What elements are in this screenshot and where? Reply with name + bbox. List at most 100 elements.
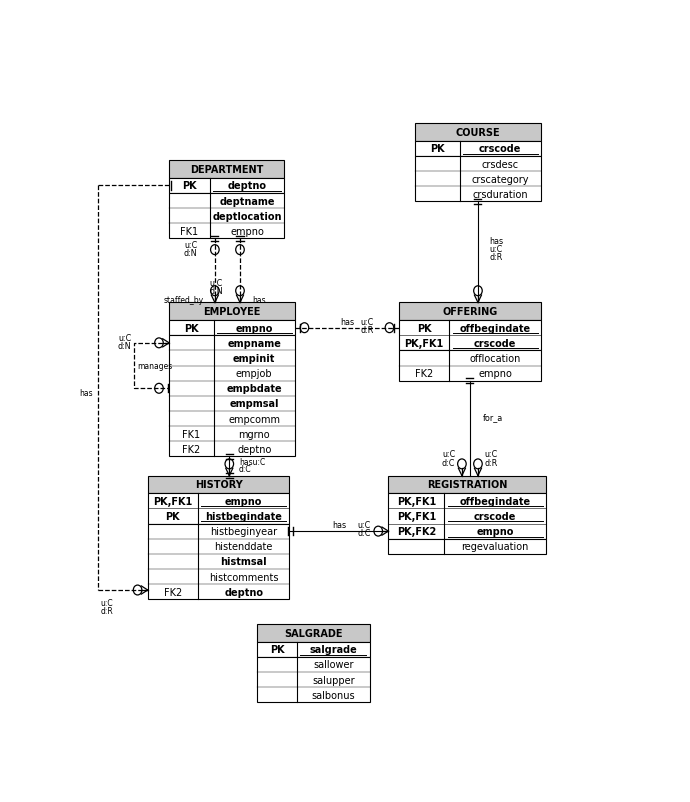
Text: offbegindate: offbegindate [460, 496, 531, 506]
Text: u:C: u:C [209, 279, 223, 288]
Text: empno: empno [230, 227, 264, 237]
Bar [169, 336, 295, 457]
Text: deptno: deptno [237, 444, 271, 454]
Text: FK2: FK2 [415, 369, 433, 379]
Text: FK2: FK2 [182, 444, 201, 454]
Bar [169, 321, 295, 336]
Text: SALGRADE: SALGRADE [284, 628, 343, 638]
Bar [415, 142, 541, 156]
Text: PK: PK [182, 181, 197, 191]
Text: empno: empno [478, 369, 512, 379]
Text: u:C: u:C [118, 334, 131, 343]
Text: empname: empname [227, 338, 282, 348]
Text: offlocation: offlocation [469, 354, 521, 363]
Text: crscode: crscode [474, 338, 516, 348]
Text: u:C: u:C [484, 450, 498, 459]
Text: empno: empno [225, 496, 262, 506]
Bar [388, 476, 546, 493]
Bar [388, 493, 546, 539]
Text: salgrade: salgrade [310, 645, 357, 654]
Text: deptname: deptname [219, 196, 275, 206]
Text: d:N: d:N [184, 249, 197, 257]
Text: deptno: deptno [224, 587, 264, 597]
Text: PK: PK [166, 512, 180, 521]
Text: empno: empno [235, 323, 273, 334]
Text: crscode: crscode [479, 144, 522, 154]
Text: u:C: u:C [357, 520, 371, 530]
Bar [169, 161, 284, 179]
Text: d:R: d:R [490, 253, 503, 262]
Bar [388, 539, 546, 554]
Text: histenddate: histenddate [215, 541, 273, 552]
Text: DEPARTMENT: DEPARTMENT [190, 165, 264, 175]
Bar [399, 303, 541, 321]
Text: salupper: salupper [312, 674, 355, 685]
Text: for_a: for_a [483, 413, 504, 422]
Text: u:C: u:C [101, 598, 113, 607]
Bar [169, 194, 284, 239]
Text: crsduration: crsduration [473, 189, 528, 200]
Text: OFFERING: OFFERING [442, 307, 497, 317]
Text: sallower: sallower [313, 659, 354, 670]
Text: histbeginyear: histbeginyear [210, 526, 277, 537]
Text: regevaluation: regevaluation [462, 541, 529, 552]
Text: u:C: u:C [490, 245, 503, 254]
Text: d:R: d:R [360, 326, 373, 334]
Text: PK,FK1: PK,FK1 [153, 496, 193, 506]
Bar [399, 351, 541, 381]
Text: HISTORY: HISTORY [195, 480, 242, 490]
Text: salbonus: salbonus [312, 690, 355, 700]
Text: PK,FK1: PK,FK1 [404, 338, 444, 348]
Bar [257, 642, 370, 657]
Text: FK2: FK2 [164, 587, 182, 597]
Text: u:C: u:C [184, 241, 197, 250]
Text: empno: empno [477, 526, 514, 537]
Bar [399, 321, 541, 351]
Text: histbegindate: histbegindate [206, 512, 282, 521]
Text: REGISTRATION: REGISTRATION [427, 480, 507, 490]
Text: manages: manages [137, 362, 172, 371]
Text: PK: PK [417, 323, 431, 334]
Text: COURSE: COURSE [455, 128, 500, 138]
Text: empbdate: empbdate [226, 384, 282, 394]
Bar [169, 303, 295, 321]
Text: empmsal: empmsal [230, 399, 279, 409]
Text: PK,FK2: PK,FK2 [397, 526, 436, 537]
Text: u:C: u:C [360, 318, 373, 326]
Bar [415, 124, 541, 142]
Text: u:C: u:C [442, 450, 455, 459]
Text: d:R: d:R [484, 458, 498, 467]
Text: PK,FK1: PK,FK1 [397, 496, 436, 506]
Text: d:C: d:C [442, 458, 455, 467]
Text: has: has [490, 237, 504, 246]
Text: crscode: crscode [474, 512, 516, 521]
Bar [148, 524, 290, 600]
Text: empjob: empjob [236, 369, 273, 379]
Text: d:N: d:N [209, 287, 223, 296]
Bar [415, 156, 541, 202]
Text: has: has [332, 520, 346, 530]
Text: PK,FK1: PK,FK1 [397, 512, 436, 521]
Text: has: has [340, 318, 354, 326]
Text: PK: PK [430, 144, 445, 154]
Bar [257, 657, 370, 703]
Text: PK: PK [270, 645, 284, 654]
Text: crscategory: crscategory [471, 175, 529, 184]
Bar [148, 493, 290, 524]
Text: deptlocation: deptlocation [213, 212, 282, 221]
Text: crsdesc: crsdesc [482, 160, 519, 169]
Text: mgrno: mgrno [239, 429, 270, 439]
Text: histcomments: histcomments [209, 572, 279, 581]
Text: has: has [252, 295, 266, 305]
Bar [257, 624, 370, 642]
Text: d:R: d:R [101, 606, 113, 615]
Text: deptno: deptno [228, 181, 266, 191]
Text: PK: PK [184, 323, 199, 334]
Text: staffed_by: staffed_by [164, 295, 204, 305]
Text: FK1: FK1 [181, 227, 199, 237]
Text: has: has [79, 388, 92, 397]
Text: hasu:C: hasu:C [239, 457, 265, 466]
Text: FK1: FK1 [182, 429, 201, 439]
Bar [169, 179, 284, 194]
Text: d:C: d:C [239, 464, 252, 474]
